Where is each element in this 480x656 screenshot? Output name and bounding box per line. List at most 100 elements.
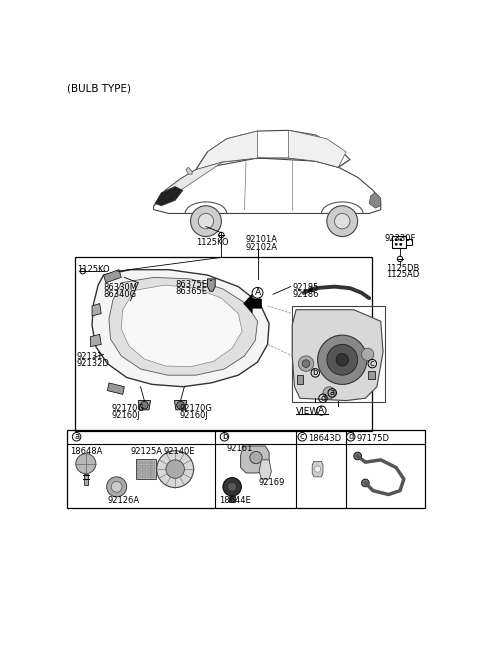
Circle shape [361,479,369,487]
Text: 92131: 92131 [77,352,103,361]
Bar [142,474,146,478]
Bar [84,474,88,485]
Text: c: c [300,432,304,441]
Circle shape [318,335,367,384]
Polygon shape [109,277,258,375]
Circle shape [400,243,402,245]
Circle shape [76,454,96,474]
Polygon shape [90,335,101,346]
Circle shape [335,213,350,229]
Circle shape [223,478,241,496]
Bar [147,470,151,474]
Bar [147,465,151,469]
Bar [147,461,151,464]
Bar [137,474,141,478]
Polygon shape [196,131,258,170]
Text: 92330F: 92330F [384,234,416,243]
Polygon shape [174,401,187,410]
Text: 92160J: 92160J [111,411,140,420]
Circle shape [250,451,262,464]
Bar [137,461,141,464]
Text: 92169: 92169 [258,478,285,487]
Text: c: c [370,359,374,368]
Polygon shape [154,162,223,206]
Text: 86340G: 86340G [104,290,137,298]
Polygon shape [240,446,269,473]
Polygon shape [121,285,242,367]
Bar [142,470,146,474]
Polygon shape [108,383,124,394]
Text: 92160J: 92160J [179,411,208,420]
Circle shape [314,466,321,472]
Circle shape [156,451,193,487]
Text: 92132D: 92132D [77,359,109,368]
Text: 18644E: 18644E [219,496,251,505]
Polygon shape [92,304,101,316]
Bar [136,459,156,479]
Circle shape [302,359,310,367]
Text: (BULB TYPE): (BULB TYPE) [67,83,132,93]
Text: 92102A: 92102A [246,243,278,252]
Circle shape [111,482,122,492]
Bar [392,236,406,248]
Polygon shape [207,279,215,291]
Text: 92125A: 92125A [131,447,163,456]
Bar [137,470,141,474]
Text: 92140E: 92140E [164,447,195,456]
Circle shape [395,239,397,241]
Circle shape [336,354,348,366]
Text: 92186: 92186 [292,290,319,298]
Bar [75,257,372,430]
Polygon shape [155,186,183,206]
Circle shape [166,460,184,478]
Bar [297,375,303,384]
Text: 86330M: 86330M [104,283,138,292]
Text: 1125DB: 1125DB [386,264,420,272]
Text: 1125AD: 1125AD [386,270,420,279]
Circle shape [141,401,148,409]
Bar [151,470,155,474]
Text: 92101A: 92101A [246,235,278,244]
Text: d: d [320,394,326,403]
Bar [147,474,151,478]
Polygon shape [138,401,151,410]
Polygon shape [104,270,121,283]
Circle shape [395,243,397,245]
Bar [67,430,425,508]
Circle shape [228,482,237,491]
Bar [229,496,235,502]
Bar [368,371,375,379]
Circle shape [191,206,221,237]
Circle shape [327,344,358,375]
Text: A: A [254,288,261,297]
Text: 86375E: 86375E [175,281,207,289]
Polygon shape [288,131,346,167]
Text: 1125KO: 1125KO [77,265,109,274]
Bar [151,465,155,469]
Bar [142,465,146,469]
Text: a: a [74,432,79,441]
Polygon shape [244,295,262,313]
Polygon shape [369,193,381,208]
Bar [137,465,141,469]
Text: 1125KO: 1125KO [196,238,228,247]
Circle shape [323,387,336,399]
Text: 18648A: 18648A [71,447,103,456]
Bar [142,461,146,464]
Text: b: b [222,432,227,441]
Circle shape [177,401,184,409]
Bar [406,239,411,245]
Bar [151,474,155,478]
Text: d: d [348,432,353,441]
Circle shape [299,356,314,371]
Text: VIEW: VIEW [296,407,319,416]
Text: 97175D: 97175D [356,434,389,443]
Circle shape [198,213,214,229]
Polygon shape [186,167,192,174]
Text: 92170G: 92170G [179,405,212,413]
Circle shape [354,452,361,460]
Circle shape [107,477,127,497]
Polygon shape [312,461,323,477]
Polygon shape [292,310,383,401]
Polygon shape [92,270,269,387]
